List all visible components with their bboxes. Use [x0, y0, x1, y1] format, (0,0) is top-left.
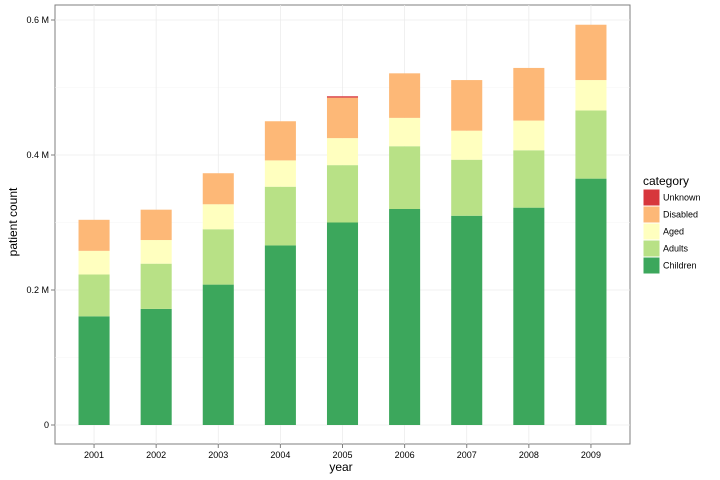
- x-tick-label: 2009: [581, 450, 601, 460]
- x-tick-label: 2008: [519, 450, 539, 460]
- x-tick-label: 2004: [270, 450, 290, 460]
- legend-key-aged: [642, 222, 661, 241]
- legend-label-unknown: Unknown: [663, 193, 701, 203]
- legend-key-children: [642, 256, 661, 275]
- bar-segment-adults-2006: [389, 146, 421, 209]
- bar-segment-disabled-2003: [202, 173, 234, 205]
- bar-segment-adults-2003: [202, 229, 234, 285]
- bar-segment-aged-2004: [264, 160, 296, 187]
- y-tick-label: 0.2 M: [26, 285, 49, 295]
- y-tick-label: 0: [44, 420, 49, 430]
- x-axis: 2001 2002 2003 2004 2005 2006 2007 2008 2009: [84, 444, 601, 460]
- legend-label-adults: Adults: [663, 244, 689, 254]
- bar-segment-children-2004: [264, 245, 296, 425]
- x-tick-label: 2002: [146, 450, 166, 460]
- bar-segment-aged-2003: [202, 204, 234, 230]
- bar-segment-children-2009: [575, 178, 607, 425]
- bar-segment-adults-2001: [78, 274, 110, 317]
- bar-segment-adults-2009: [575, 110, 607, 179]
- bar-segment-disabled-2002: [140, 209, 172, 241]
- bar-segment-disabled-2007: [451, 80, 483, 131]
- bar-segment-children-2008: [513, 207, 545, 425]
- bar-segment-children-2005: [326, 222, 359, 425]
- bar-segment-disabled-2006: [389, 73, 421, 118]
- legend-label-disabled: Disabled: [663, 210, 698, 220]
- legend-key-adults: [642, 239, 661, 258]
- bar-segment-adults-2007: [451, 159, 483, 216]
- bar-segment-adults-2008: [513, 150, 545, 208]
- bar-segment-adults-2005: [326, 165, 359, 223]
- y-axis-title: patient count: [6, 187, 20, 256]
- legend-label-aged: Aged: [663, 227, 684, 237]
- x-tick-label: 2001: [84, 450, 104, 460]
- bar-segment-aged-2008: [513, 120, 545, 151]
- legend-title: category: [643, 174, 689, 188]
- y-tick-label: 0.4 M: [26, 150, 49, 160]
- bar-segment-adults-2002: [140, 263, 172, 309]
- bar-segment-aged-2006: [389, 117, 421, 147]
- bar-segment-disabled-2001: [78, 219, 110, 251]
- legend: category Unknown Disabled Aged Adults Childr…: [642, 174, 701, 275]
- x-axis-title: year: [329, 460, 352, 474]
- x-tick-label: 2006: [395, 450, 415, 460]
- bar-segment-disabled-2008: [513, 67, 545, 121]
- bars: [78, 24, 607, 425]
- bar-segment-disabled-2009: [575, 24, 607, 81]
- bar-segment-aged-2002: [140, 240, 172, 264]
- bar-segment-children-2006: [389, 209, 421, 425]
- bar-segment-unknown-2005: [326, 96, 359, 98]
- bar-segment-aged-2009: [575, 80, 607, 111]
- bar-segment-disabled-2004: [264, 121, 296, 161]
- bar-segment-disabled-2005: [326, 97, 359, 139]
- bar-segment-children-2007: [451, 215, 483, 425]
- bar-segment-children-2003: [202, 284, 234, 425]
- x-tick-label: 2003: [208, 450, 228, 460]
- x-tick-label: 2007: [457, 450, 477, 460]
- x-tick-label: 2005: [332, 450, 352, 460]
- y-tick-label: 0.6 M: [26, 15, 49, 25]
- y-axis: 0 0.2 M 0.4 M 0.6 M: [26, 15, 55, 430]
- bar-segment-aged-2007: [451, 130, 483, 160]
- legend-key-unknown: [642, 188, 661, 207]
- legend-key-disabled: [642, 205, 661, 224]
- bar-segment-aged-2001: [78, 250, 110, 275]
- bar-segment-adults-2004: [264, 186, 296, 246]
- legend-label-children: Children: [663, 261, 697, 271]
- bar-segment-children-2001: [78, 316, 110, 425]
- bar-segment-aged-2005: [326, 138, 359, 166]
- bar-segment-children-2002: [140, 308, 172, 425]
